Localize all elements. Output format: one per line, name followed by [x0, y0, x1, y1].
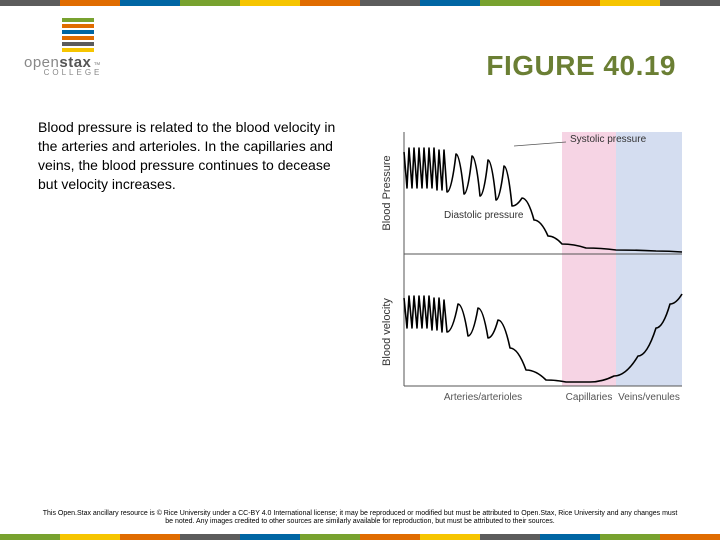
colorbar-segment [60, 534, 120, 540]
colorbar-segment [0, 534, 60, 540]
colorbar-segment [420, 534, 480, 540]
svg-text:Arteries/arterioles: Arteries/arterioles [444, 392, 522, 403]
colorbar-segment [660, 534, 720, 540]
colorbar-segment [0, 0, 60, 6]
colorbar-segment [360, 0, 420, 6]
colorbar-segment [240, 0, 300, 6]
colorbar-segment [120, 0, 180, 6]
colorbar-segment [540, 0, 600, 6]
figure-diagram: Arteries/arterioles Capillaries Veins/venu… [376, 128, 686, 418]
attribution-text: This Open.Stax ancillary resource is © R… [0, 510, 720, 526]
colorbar-segment [180, 534, 240, 540]
logo-college-text: COLLEGE [24, 68, 122, 77]
logo-bar [62, 48, 94, 52]
colorbar-segment [300, 0, 360, 6]
logo-bar [62, 36, 94, 40]
svg-text:Veins/venules: Veins/venules [618, 392, 680, 403]
svg-text:Systolic pressure: Systolic pressure [570, 134, 647, 145]
colorbar-segment [180, 0, 240, 6]
svg-text:Blood velocity: Blood velocity [381, 298, 393, 366]
colorbar-segment [240, 534, 300, 540]
logo-bar [62, 30, 94, 34]
colorbar-segment [660, 0, 720, 6]
colorbar-segment [540, 534, 600, 540]
colorbar-segment [480, 0, 540, 6]
figure-title: FIGURE 40.19 [486, 50, 676, 82]
openstax-logo: openstax™ COLLEGE [24, 18, 122, 78]
colorbar-segment [360, 534, 420, 540]
figure-caption: Blood pressure is related to the blood v… [38, 118, 348, 194]
colorbar-segment [600, 0, 660, 6]
bottom-color-bar [0, 534, 720, 540]
svg-text:Capillaries: Capillaries [566, 392, 613, 403]
svg-text:Blood Pressure: Blood Pressure [381, 155, 393, 230]
colorbar-segment [60, 0, 120, 6]
colorbar-segment [480, 534, 540, 540]
colorbar-segment [300, 534, 360, 540]
top-color-bar [0, 0, 720, 6]
logo-bar [62, 42, 94, 46]
logo-bar [62, 24, 94, 28]
colorbar-segment [420, 0, 480, 6]
svg-text:Diastolic pressure: Diastolic pressure [444, 210, 524, 221]
logo-bar [62, 18, 94, 22]
logo-bars [62, 18, 94, 52]
colorbar-segment [600, 534, 660, 540]
colorbar-segment [120, 534, 180, 540]
